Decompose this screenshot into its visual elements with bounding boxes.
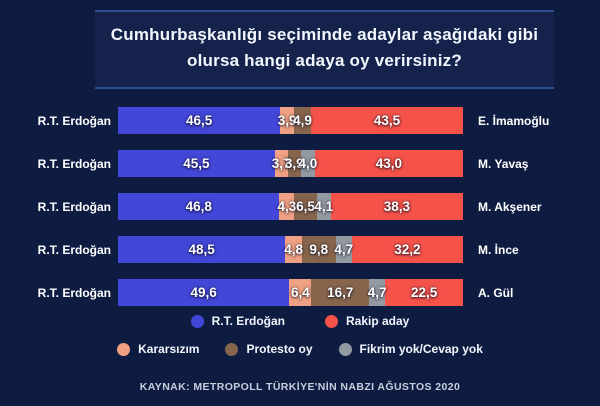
stacked-bar: 45,5 3,7 3,9 4,0 43,0 [118,150,463,177]
bar-segment-kararsizim: 4,3 [277,193,297,220]
left-candidate-label: R.T. Erdoğan [37,113,111,128]
segment-value-label: 3,9 [284,156,304,171]
segment-value-label: 6,5 [296,199,315,214]
bar-segment-erdogan: 46,5 [118,107,281,134]
right-candidate-label: M. Akşener [478,199,542,214]
stacked-bar: 46,5 3,9 4,9 43,5 [118,107,463,134]
legend-row-main: R.T. Erdoğan Rakip aday [0,314,600,328]
bar-segment-protesto_oy: 9,8 [301,236,336,263]
segment-value-label: 46,5 [186,113,213,128]
segment-value-label: 32,2 [394,242,421,257]
bar-segment-kararsizim: 3,7 [271,150,291,177]
bar-segment-rakip_aday: 22,5 [385,279,463,306]
segment-value-label: 4,3 [277,199,297,214]
chart-row: R.T. Erdoğan 46,8 4,3 6,5 4,1 38,3 M. Akşener [0,185,600,228]
chart-row: R.T. Erdoğan 48,5 4,8 9,8 4,7 32,2 M. İnce [0,228,600,271]
segment-value-label: 49,6 [190,285,217,300]
segment-value-label: 16,7 [327,285,354,300]
segment-value-label: 4,9 [293,113,312,128]
bar-segment-erdogan: 45,5 [118,150,275,177]
legend-dot-icon [117,342,131,356]
bar-segment-fikrim_yok: 4,0 [298,150,318,177]
segment-value-label: 9,8 [309,242,329,257]
bar-segment-kararsizim: 6,4 [289,279,312,306]
segment-value-label: 4,7 [367,285,387,300]
bar-segment-kararsizim: 4,8 [284,236,303,263]
bar-segment-rakip_aday: 43,5 [311,107,463,134]
stacked-bar: 48,5 4,8 9,8 4,7 32,2 [118,236,463,263]
stacked-bar: 49,6 6,4 16,7 4,7 22,5 [118,279,463,306]
left-candidate-label: R.T. Erdoğan [37,285,111,300]
legend-item-kararsizim: Kararsızım [117,342,199,356]
segment-value-label: 46,8 [185,199,212,214]
legend-label: Fikrim yok/Cevap yok [359,342,483,356]
legend-label: Protesto oy [246,342,313,356]
chart-row: R.T. Erdoğan 49,6 6,4 16,7 4,7 22,5 A. Gül [0,271,600,314]
legend-dot-icon [324,314,338,328]
segment-value-label: 4,0 [298,156,318,171]
right-candidate-label: M. Yavaş [478,156,529,171]
segment-value-label: 4,8 [284,242,303,257]
bar-segment-kararsizim: 3,9 [277,107,297,134]
chart-row: R.T. Erdoğan 46,5 3,9 4,9 43,5 E. İmamoğlu [0,99,600,142]
right-candidate-label: M. İnce [478,242,519,257]
bar-segment-rakip_aday: 43,0 [314,150,463,177]
bar-segment-erdogan: 46,8 [118,193,280,220]
bar-segment-rakip_aday: 32,2 [351,236,463,263]
bar-segment-protesto_oy: 6,5 [294,193,317,220]
segment-value-label: 6,4 [290,285,310,300]
stacked-bar: 46,8 4,3 6,5 4,1 38,3 [118,193,463,220]
segment-value-label: 4,7 [334,242,354,257]
source-caption: KAYNAK: METROPOLL TÜRKİYE'NİN NABZI AĞUS… [139,381,461,393]
legend-item-protesto_oy: Protesto oy [225,342,313,356]
bar-segment-protesto_oy: 3,9 [284,150,304,177]
bar-segment-fikrim_yok: 4,7 [367,279,387,306]
bar-segment-protesto_oy: 16,7 [311,279,370,306]
bar-segment-fikrim_yok: 4,1 [314,193,334,220]
left-candidate-label: R.T. Erdoğan [37,156,111,171]
segment-value-label: 43,5 [373,113,401,128]
legend-item-rakip_aday: Rakip aday [324,314,410,328]
bar-segment-rakip_aday: 38,3 [330,193,463,220]
legend-item-fikrim_yok: Fikrim yok/Cevap yok [338,342,483,356]
segment-value-label: 48,5 [188,242,215,257]
segment-value-label: 45,5 [183,156,210,171]
title-panel: Cumhurbaşkanlığı seçiminde adaylar aşağı… [95,10,554,89]
bar-segment-protesto_oy: 4,9 [293,107,312,134]
legend-dot-icon [190,314,204,328]
bar-segment-erdogan: 49,6 [118,279,290,306]
bar-segment-erdogan: 48,5 [118,236,286,263]
segment-value-label: 43,0 [375,156,403,171]
legend-row-secondary: Kararsızım Protesto oy Fikrim yok/Cevap yo… [0,342,600,356]
legend-dot-icon [225,342,239,356]
right-candidate-label: A. Gül [478,285,514,300]
segment-value-label: 3,9 [277,113,297,128]
legend-label: Kararsızım [138,342,200,356]
legend-label: R.T. Erdoğan [211,314,285,328]
segment-value-label: 22,5 [410,285,438,300]
legend-label: Rakip aday [345,314,410,328]
left-candidate-label: R.T. Erdoğan [37,199,111,214]
stacked-bar-chart: R.T. Erdoğan 46,5 3,9 4,9 43,5 E. İmamoğlu R.T… [0,99,600,314]
legend-item-erdogan: R.T. Erdoğan [190,314,285,328]
segment-value-label: 3,7 [271,156,291,171]
legend-dot-icon [338,342,352,356]
segment-value-label: 38,3 [383,199,411,214]
page-title: Cumhurbaşkanlığı seçiminde adaylar aşağı… [110,25,539,71]
chart-row: R.T. Erdoğan 45,5 3,7 3,9 4,0 43,0 M. Yavaş [0,142,600,185]
left-candidate-label: R.T. Erdoğan [37,242,111,257]
segment-value-label: 4,1 [314,199,334,214]
right-candidate-label: E. İmamoğlu [478,113,550,128]
bar-segment-fikrim_yok: 4,7 [334,236,354,263]
